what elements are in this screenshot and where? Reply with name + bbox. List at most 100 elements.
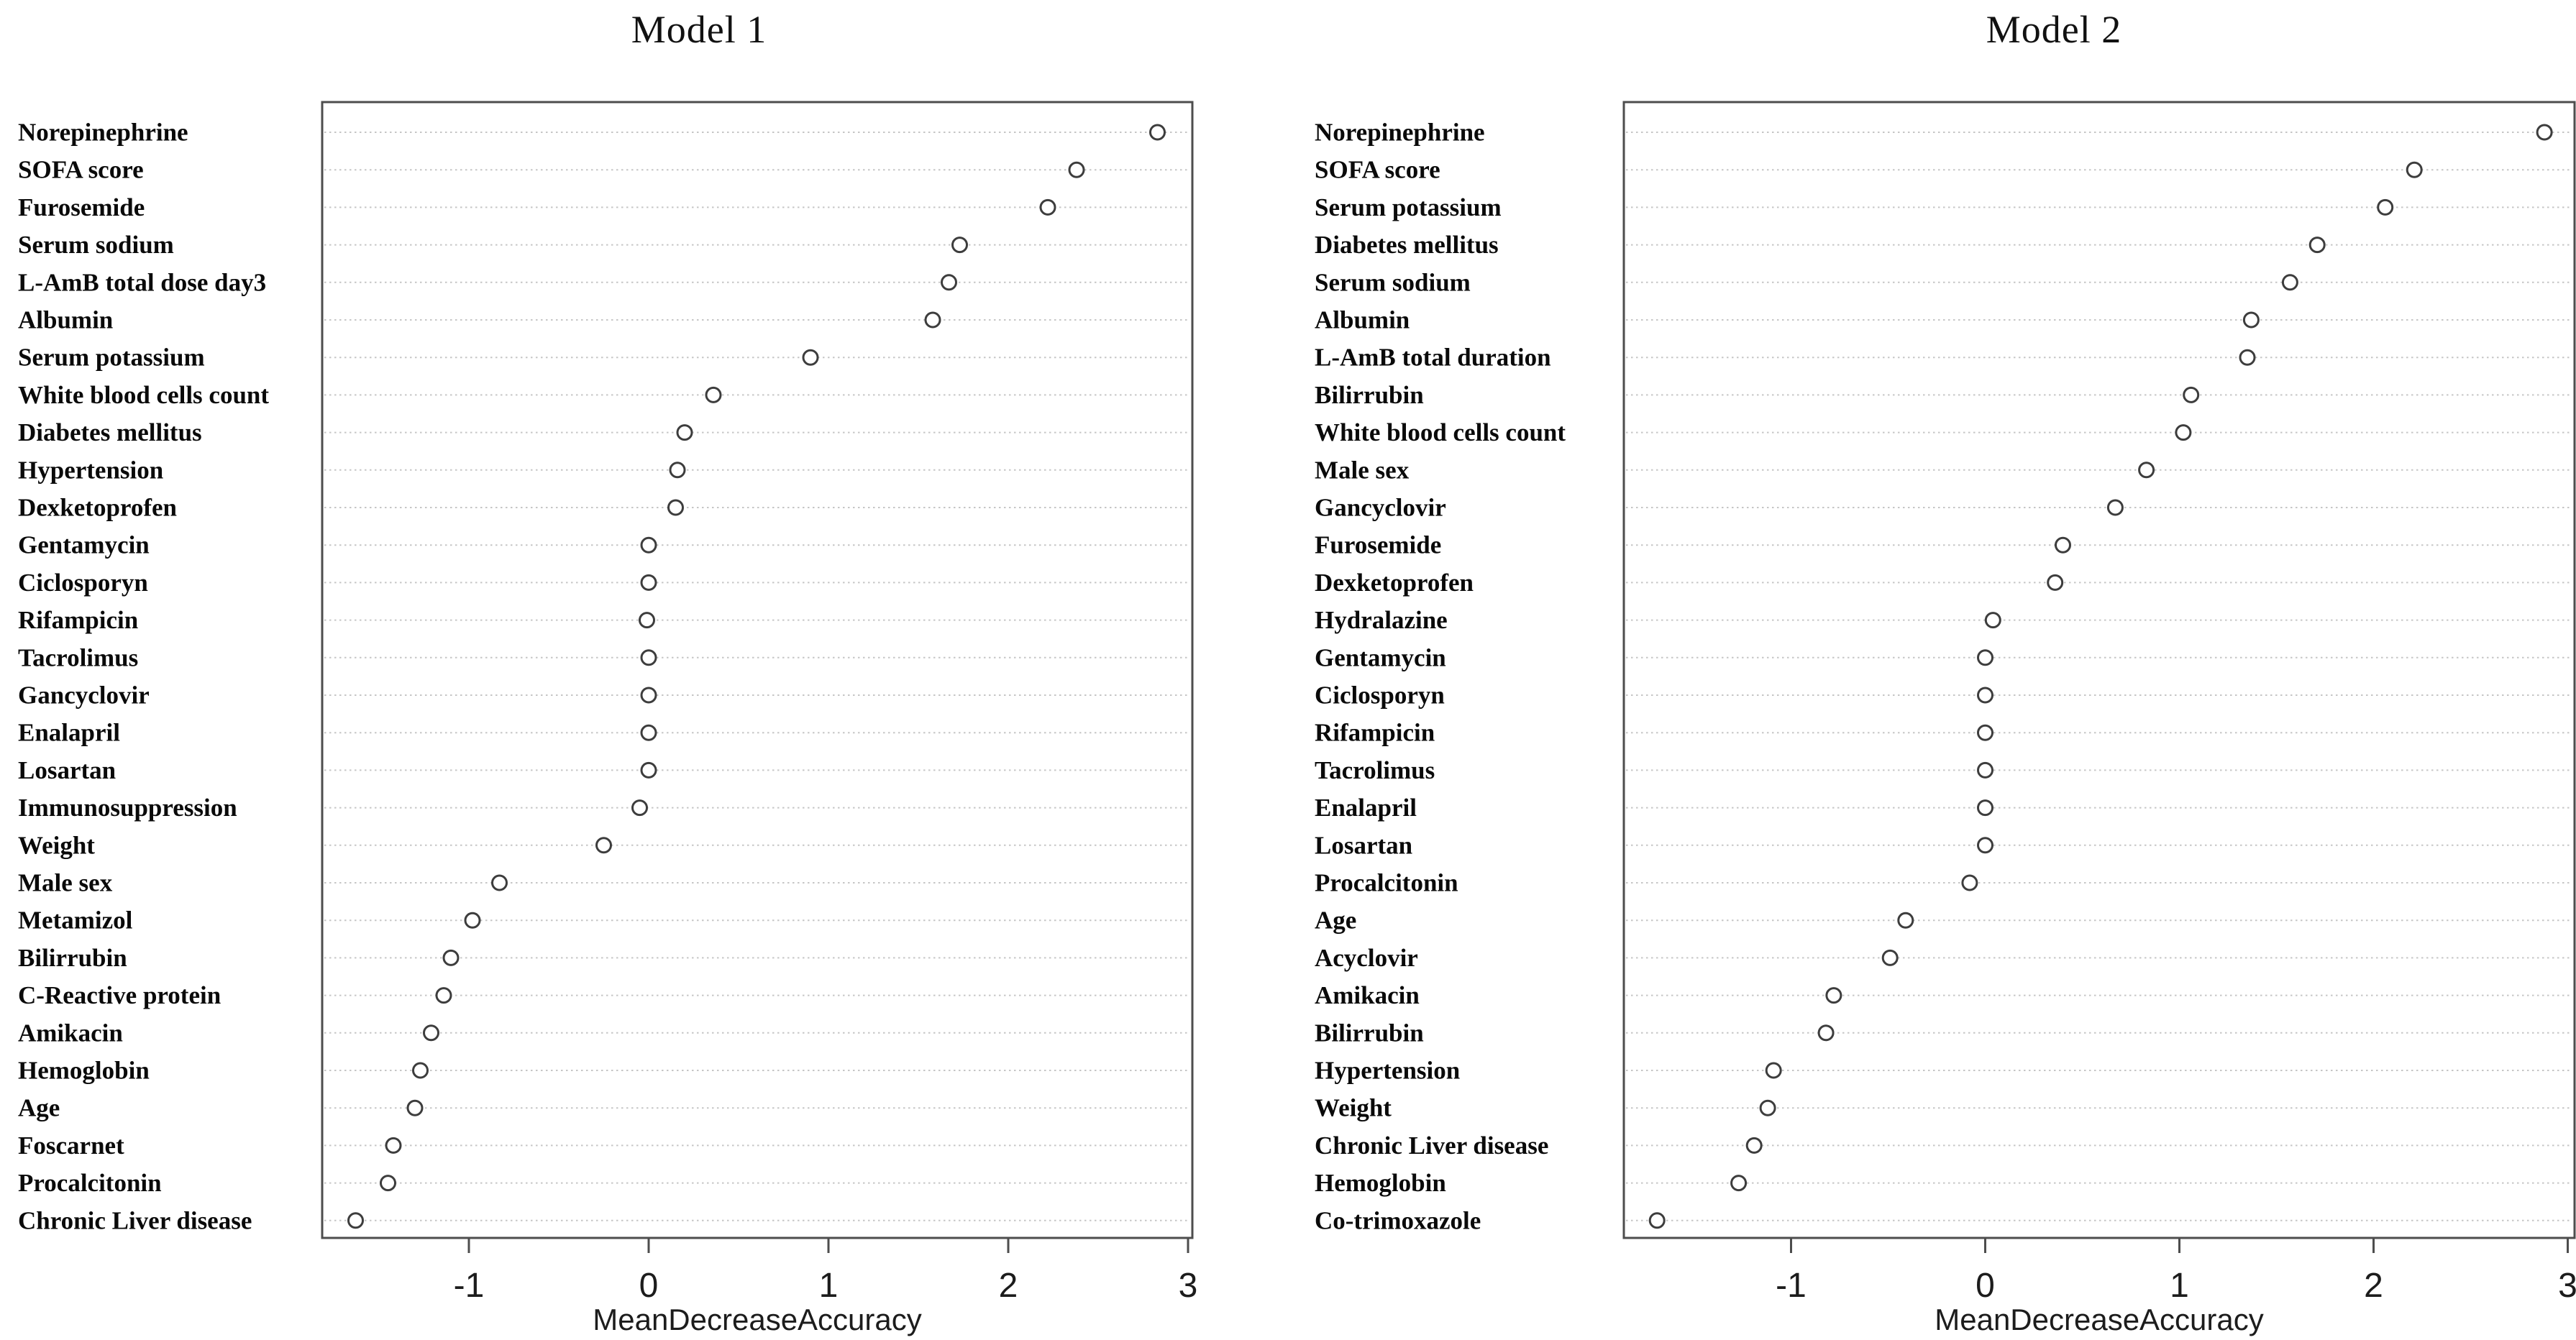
data-point [631,799,648,817]
row-label: Rifampicin [1315,719,1435,747]
data-point [1977,724,1993,741]
row-label: Losartan [1315,831,1412,859]
data-point [802,349,819,366]
panel-title-model-1: Model 1 [631,8,767,51]
x-tick-label: 3 [1179,1267,1198,1305]
data-point [1745,1137,1763,1154]
row-label: Furosemide [1315,531,1441,559]
data-point [2047,574,2064,591]
row-label: Male sex [18,869,113,897]
data-point [1977,837,1993,854]
row-label: Norepinephrine [1315,119,1485,147]
data-point [2239,349,2256,366]
data-point [1759,1099,1776,1116]
data-point [1881,949,1899,966]
panel-title-model-2: Model 2 [1986,8,2122,51]
data-point [639,612,655,629]
data-point [640,649,657,666]
row-label: Bilirrubin [1315,381,1424,409]
data-point [380,1175,396,1192]
data-point [1977,761,1993,779]
data-point [1149,124,1166,141]
data-point [1765,1062,1782,1079]
data-point [924,311,941,329]
row-label: SOFA score [1315,156,1440,184]
row-label: Gentamycin [1315,643,1446,671]
row-label: L-AmB total duration [1315,344,1551,372]
data-point [669,462,686,479]
row-label: Procalcitonin [1315,869,1458,897]
row-label: Losartan [18,756,116,784]
data-point [406,1099,424,1116]
row-label: Enalapril [1315,794,1417,822]
data-point [640,724,657,741]
data-point [595,837,612,854]
data-point [464,912,481,929]
data-point [2175,424,2192,441]
plot-frame [321,101,1194,1239]
row-label: Tacrolimus [1315,756,1435,784]
data-point [1039,198,1056,216]
row-label: White blood cells count [18,381,269,409]
row-label: Albumin [18,306,113,334]
data-point [640,761,657,779]
data-point [1977,649,1993,666]
row-label: Hypertension [18,456,163,484]
row-label: Ciclosporyn [18,569,148,597]
x-tick-label: 2 [999,1267,1018,1305]
row-label: Male sex [1315,456,1410,484]
row-label: Serum potassium [1315,193,1502,221]
data-point [2281,274,2298,291]
data-point [1897,912,1914,929]
data-point [491,874,508,891]
row-label: Acyclovir [1315,944,1418,972]
data-point [2138,462,2155,479]
row-label: Diabetes mellitus [18,418,202,446]
data-point [385,1137,402,1154]
row-label: Age [1315,907,1356,935]
data-point [640,574,657,591]
x-tick-label: 1 [819,1267,839,1305]
row-label: Ciclosporyn [1315,682,1445,710]
x-tick-label: -1 [1776,1267,1807,1305]
x-axis-label: MeanDecreaseAccuracy [1935,1303,2264,1336]
row-label: Bilirrubin [18,944,127,972]
row-label: Gentamycin [18,531,150,559]
data-point [347,1212,364,1229]
x-tick-label: 2 [2364,1267,2383,1305]
data-point [442,949,460,966]
data-point [1648,1212,1666,1229]
row-label: C-Reactive protein [18,981,221,1009]
data-point [435,987,452,1004]
data-point [1984,612,2001,629]
x-tick-label: 0 [639,1267,659,1305]
row-label: Dexketoprofen [18,494,177,522]
data-point [1977,799,1993,817]
data-point [1977,687,1993,704]
row-label: Weight [18,831,95,859]
data-point [2406,161,2423,178]
x-tick-label: -1 [454,1267,485,1305]
row-label: Gancyclovir [18,682,150,710]
data-point [941,274,957,291]
row-label: Furosemide [18,193,145,221]
data-point [640,687,657,704]
data-point [2377,198,2394,216]
row-label: Enalapril [18,719,120,747]
row-label: Gancyclovir [1315,494,1446,522]
row-label: Co-trimoxazole [1315,1206,1481,1234]
data-point [1825,987,1842,1004]
panel-1: Norepinephrine SOFA score Furosemide Serum … [18,101,1198,1336]
data-point [1817,1024,1835,1042]
data-point [2308,237,2326,254]
row-label: Chronic Liver disease [1315,1132,1548,1160]
row-label: Hydralazine [1315,606,1448,634]
row-label: Age [18,1094,60,1122]
row-label: Dexketoprofen [1315,569,1474,597]
row-label: L-AmB total dose day3 [18,268,266,296]
data-point [412,1062,429,1079]
x-tick-label: 3 [2558,1267,2576,1305]
data-point [676,424,693,441]
